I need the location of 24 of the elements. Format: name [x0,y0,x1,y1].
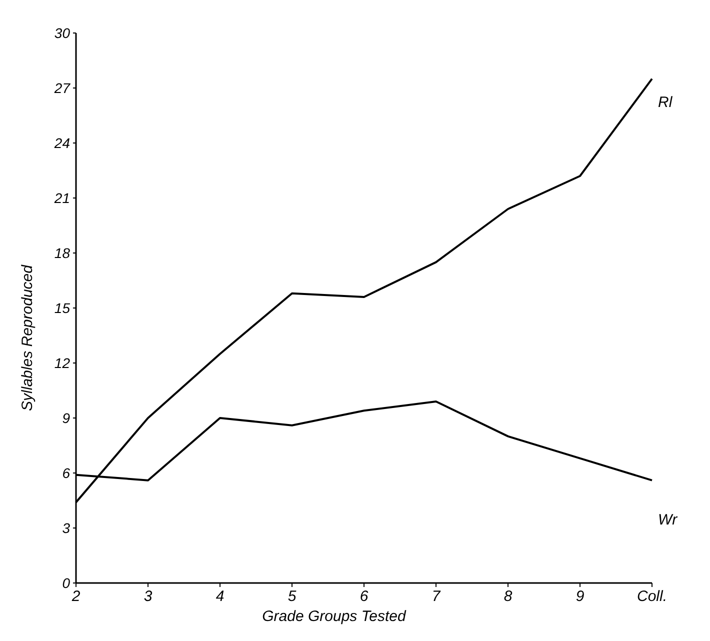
y-tick-label: 30 [54,24,70,41]
y-tick-label: 15 [54,300,70,316]
x-tick-label: 9 [576,588,585,605]
x-tick-label: 3 [144,588,153,605]
x-tick-label: 5 [288,588,297,605]
y-tick-label: 0 [62,574,70,591]
y-tick-label: 12 [54,354,70,371]
text: Wr [658,511,678,528]
series-label: Rl [658,94,673,111]
x-tick-label: 6 [360,588,369,605]
x-axis-title: Grade Groups Tested [262,608,406,625]
y-tick-label: 3 [62,520,70,536]
y-axis-title: Syllables Reproduced [19,264,36,411]
x-tick-label: Coll. [636,588,668,605]
x-tick-label: 2 [70,588,81,605]
x-tick-label: 4 [216,588,224,605]
y-tick-label: 18 [54,244,70,261]
x-tick-label: 8 [504,588,513,605]
y-tick-label: 21 [53,190,70,206]
y-tick-label: 9 [62,410,70,426]
y-tick-label: 27 [53,80,72,96]
y-tick-label: 24 [53,134,70,151]
y-tick-label: 6 [62,464,70,481]
x-tick-label: 7 [432,588,441,605]
